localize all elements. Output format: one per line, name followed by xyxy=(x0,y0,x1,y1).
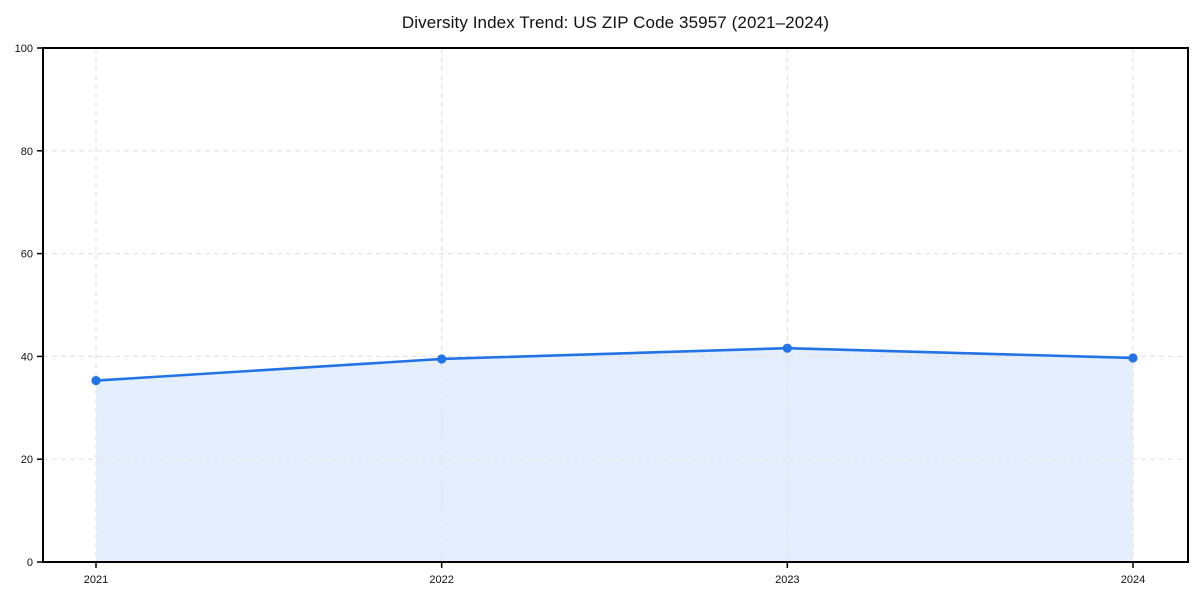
y-tick-label: 60 xyxy=(21,249,33,261)
x-tick-label: 2021 xyxy=(84,574,108,586)
data-point-2024 xyxy=(1128,353,1138,363)
data-point-2021 xyxy=(91,375,101,386)
x-tick-label: 2024 xyxy=(1121,574,1145,586)
y-tick-label: 80 xyxy=(21,146,33,158)
area-fill xyxy=(96,348,1133,562)
plot-border xyxy=(42,47,1189,563)
y-tick-label: 40 xyxy=(21,351,33,363)
x-tick-label: 2023 xyxy=(775,574,799,586)
y-tick-label: 20 xyxy=(21,454,33,466)
x-tick-label: 2022 xyxy=(429,574,453,586)
trend-line xyxy=(94,346,1135,382)
y-tick-label: 100 xyxy=(15,43,33,55)
data-point-2022 xyxy=(437,354,447,364)
data-point-2023 xyxy=(782,343,792,353)
y-tick-label: 0 xyxy=(27,557,33,569)
chart-title: Diversity Index Trend: US ZIP Code 35957… xyxy=(401,13,830,32)
